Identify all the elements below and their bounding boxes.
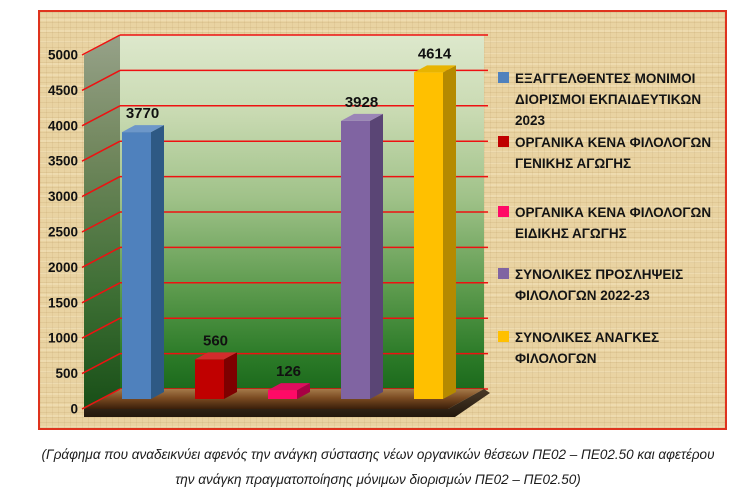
axis-tick-0	[81, 388, 121, 410]
legend-swatch-4	[498, 268, 509, 279]
y-axis-label-0: 0	[70, 402, 78, 417]
axis-tick-500	[81, 352, 121, 375]
bar-value-label-5: 4614	[418, 45, 452, 62]
legend-swatch-2	[498, 136, 509, 147]
axis-tick-2000	[81, 246, 121, 269]
bar-3-top	[268, 383, 310, 391]
caption-line-1: (Γράφημα που αναδεικνύει αφενός την ανάγ…	[41, 447, 715, 462]
bar-4-top	[341, 113, 383, 121]
y-axis-label-5000: 5000	[48, 48, 78, 63]
y-axis-label-1500: 1500	[48, 295, 78, 310]
axis-tick-1500	[81, 282, 121, 304]
chart-frame: 0 500 1000 1500 2000 2500 3000 3500 4000 4500 5000…	[38, 10, 727, 430]
axis-tick-4000	[81, 105, 121, 127]
bar-5-front	[414, 72, 443, 399]
plot-floor-edge	[84, 389, 490, 417]
bar-value-label-2: 560	[203, 332, 228, 349]
axis-tick-1000	[81, 317, 121, 339]
axis-tick-3500	[81, 140, 121, 162]
legend-swatch-3	[498, 206, 509, 217]
bar-value-label-3: 126	[276, 363, 301, 380]
bar-2-top	[195, 352, 237, 360]
bar-4-side	[370, 113, 383, 400]
legend-swatch-5	[498, 331, 509, 342]
axis-tick-2500	[81, 211, 121, 233]
chart-caption: (Γράφημα που αναδεικνύει αφενός την ανάγ…	[0, 442, 756, 492]
legend-swatch-1	[498, 72, 509, 83]
y-axis-label-2000: 2000	[48, 260, 78, 275]
legend-item-2: ΟΡΓΑΝΙΚΑ ΚΕΝΑ ΦΙΛΟΛΟΓΩΝ ΓΕΝΙΚΗΣ ΑΓΩΓΗΣ	[498, 132, 716, 174]
legend-item-4: ΣΥΝΟΛΙΚΕΣ ΠΡΟΣΛΗΨΕΙΣ ΦΙΛΟΛΟΓΩΝ 2022-23	[498, 264, 716, 306]
y-axis-label-3500: 3500	[48, 154, 78, 169]
chart-legend: ΕΞΑΓΓΕΛΘΕΝΤΕΣ ΜΟΝΙΜΟΙ ΔΙΟΡΙΣΜΟΙ ΕΚΠΑΙΔΕΥ…	[40, 12, 725, 428]
bar-2-side	[224, 352, 237, 399]
bar-value-label-1: 3770	[126, 105, 159, 122]
bar-3-side	[297, 383, 310, 399]
bar-4-front	[341, 120, 370, 400]
legend-item-5: ΣΥΝΟΛΙΚΕΣ ΑΝΑΓΚΕΣ ΦΙΛΟΛΟΓΩΝ	[498, 327, 716, 369]
bar-chart-3d: 0 500 1000 1500 2000 2500 3000 3500 4000 4500 5000…	[48, 34, 490, 417]
legend-label-2: ΟΡΓΑΝΙΚΑ ΚΕΝΑ ΦΙΛΟΛΟΓΩΝ ΓΕΝΙΚΗΣ ΑΓΩΓΗΣ	[515, 135, 712, 171]
axis-tick-5000	[81, 34, 121, 56]
y-axis-label-4000: 4000	[48, 118, 78, 133]
bar-1-front	[122, 132, 151, 400]
bar-3-front	[268, 390, 297, 399]
bar-1-top	[122, 125, 164, 133]
bar-value-label-4: 3928	[345, 94, 378, 111]
bar-2-front	[195, 359, 224, 399]
legend-label-4: ΣΥΝΟΛΙΚΕΣ ΠΡΟΣΛΗΨΕΙΣ ΦΙΛΟΛΟΓΩΝ 2022-23	[515, 267, 684, 303]
bar-5-top	[414, 65, 456, 73]
y-axis-label-2500: 2500	[48, 225, 78, 240]
y-axis-label-1000: 1000	[48, 331, 78, 346]
axis-tick-3000	[81, 175, 121, 198]
y-axis-label-4500: 4500	[48, 83, 78, 98]
bar-1-side	[151, 125, 164, 400]
caption-line-2: την ανάγκη πραγματοποίησης μόνιμων διορι…	[175, 472, 581, 487]
legend-label-1: ΕΞΑΓΓΕΛΘΕΝΤΕΣ ΜΟΝΙΜΟΙ ΔΙΟΡΙΣΜΟΙ ΕΚΠΑΙΔΕΥ…	[515, 71, 702, 128]
y-axis-label-3000: 3000	[48, 189, 78, 204]
axis-tick-4500	[81, 69, 121, 92]
legend-item-3: ΟΡΓΑΝΙΚΑ ΚΕΝΑ ΦΙΛΟΛΟΓΩΝ ΕΙΔΙΚΗΣ ΑΓΩΓΗΣ	[498, 202, 716, 244]
legend-label-3: ΟΡΓΑΝΙΚΑ ΚΕΝΑ ΦΙΛΟΛΟΓΩΝ ΕΙΔΙΚΗΣ ΑΓΩΓΗΣ	[515, 205, 712, 241]
legend-label-5: ΣΥΝΟΛΙΚΕΣ ΑΝΑΓΚΕΣ ΦΙΛΟΛΟΓΩΝ	[515, 330, 660, 366]
y-axis-label-500: 500	[55, 366, 78, 381]
bar-5-side	[443, 65, 456, 399]
legend-item-1: ΕΞΑΓΓΕΛΘΕΝΤΕΣ ΜΟΝΙΜΟΙ ΔΙΟΡΙΣΜΟΙ ΕΚΠΑΙΔΕΥ…	[498, 68, 716, 131]
